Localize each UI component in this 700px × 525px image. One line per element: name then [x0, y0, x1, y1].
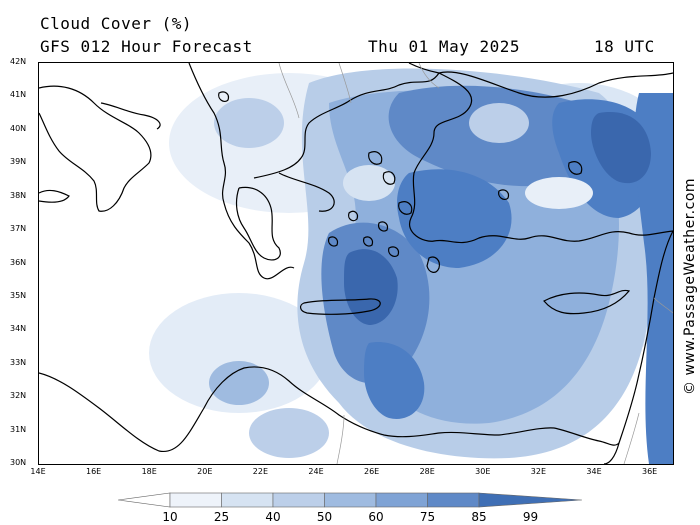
longitude-label: 34E	[586, 467, 602, 476]
coast-italy	[39, 85, 152, 212]
legend-label: 40	[265, 510, 281, 524]
coast-island	[363, 236, 374, 247]
latitude-label: 31N	[10, 424, 27, 434]
cloud-cover-map	[38, 62, 674, 465]
longitude-label: 24E	[308, 467, 324, 476]
cloud-area-dense	[634, 93, 673, 464]
cloud-area-clear	[343, 165, 395, 201]
latitude-label: 39N	[10, 157, 27, 167]
cloud-area-medium	[249, 408, 329, 458]
legend-arrow-high	[478, 492, 582, 508]
legend-label: 99	[522, 510, 539, 524]
coast-island	[382, 171, 396, 185]
border-line	[278, 63, 300, 119]
legend-label: 10	[162, 510, 178, 524]
coast-crete	[300, 298, 381, 315]
coast-greece-west	[188, 63, 295, 280]
coast-levant	[603, 230, 673, 464]
coast-euboea	[278, 172, 335, 212]
legend-swatch	[375, 492, 428, 508]
country-borders	[278, 63, 673, 464]
cloud-area-medium	[214, 98, 284, 148]
map-title: Cloud Cover (%)	[40, 14, 192, 33]
cloud-area-max	[344, 249, 398, 325]
legend-label: 25	[213, 510, 230, 524]
legend-swatch	[324, 492, 377, 508]
coastlines	[39, 63, 673, 464]
coast-turkey	[408, 72, 673, 244]
coast-greece-north	[253, 72, 440, 179]
longitude-label: 14E	[30, 467, 46, 476]
legend-swatch	[169, 492, 222, 508]
forecast-subtitle: GFS 012 Hour Forecast	[40, 37, 253, 56]
coast-italy-heel	[100, 102, 161, 130]
coast-island	[328, 236, 339, 247]
border-line	[338, 63, 352, 104]
legend-swatch	[427, 492, 480, 508]
longitude-label: 16E	[85, 467, 102, 476]
coast-island	[398, 201, 413, 215]
legend-label: 85	[471, 510, 487, 524]
longitude-label: 22E	[252, 467, 269, 476]
longitude-label: 18E	[141, 467, 157, 476]
forecast-date: Thu 01 May 2025	[368, 37, 520, 56]
coast-peloponnese	[235, 186, 281, 261]
latitude-label: 36N	[10, 257, 27, 267]
coast-cyprus	[543, 289, 631, 315]
coast-island	[348, 210, 359, 222]
cloud-area-dense	[364, 342, 425, 419]
longitude-label: 36E	[641, 467, 658, 476]
longitude-label: 30E	[475, 467, 491, 476]
border-line	[653, 297, 673, 314]
coast-north-africa	[39, 366, 620, 453]
cloud-area-medium	[209, 361, 269, 405]
coast-rhodes	[426, 256, 440, 273]
latitude-label: 42N	[10, 57, 27, 66]
coast-lake	[568, 161, 583, 175]
legend-label: 50	[316, 510, 333, 524]
legend-colorbar	[118, 492, 582, 508]
latitude-label: 32N	[10, 391, 27, 401]
cloud-area-light	[149, 293, 329, 413]
longitude-label: 26E	[363, 467, 380, 476]
credit-text: © www.PassageWeather.com	[682, 177, 698, 395]
border-line	[623, 412, 640, 464]
latitude-label: 41N	[10, 90, 27, 100]
border-line	[418, 63, 440, 89]
forecast-time: 18 UTC	[594, 37, 655, 56]
latitude-label: 40N	[10, 123, 27, 133]
latitude-label: 34N	[10, 324, 27, 334]
coast-island	[368, 151, 383, 165]
legend-label: 75	[419, 510, 436, 524]
coast-island	[218, 91, 230, 103]
coast-island	[388, 246, 400, 258]
legend-label: 60	[368, 510, 384, 524]
cloud-cover-layer	[149, 68, 673, 464]
latitude-label: 37N	[10, 224, 27, 234]
coast-sicily	[39, 189, 70, 203]
cloud-area-clear	[525, 177, 593, 209]
coast-island	[378, 221, 389, 232]
coast-black-sea	[408, 63, 673, 98]
map-canvas	[39, 63, 673, 464]
border-line	[336, 414, 345, 464]
latitude-label: 30N	[10, 458, 27, 467]
latitude-label: 35N	[10, 290, 27, 300]
latitude-label: 33N	[10, 357, 27, 367]
longitude-label: 28E	[419, 467, 435, 476]
cloud-area-dense	[397, 169, 512, 268]
legend-arrow-low	[118, 492, 171, 508]
legend-swatch	[221, 492, 274, 508]
cloud-area-max	[591, 112, 651, 184]
latitude-label: 38N	[10, 190, 27, 200]
longitude-label: 20E	[197, 467, 213, 476]
cloud-area-medium	[469, 103, 529, 143]
coast-lake	[498, 189, 510, 201]
legend-swatch	[272, 492, 325, 508]
longitude-label: 32E	[530, 467, 547, 476]
